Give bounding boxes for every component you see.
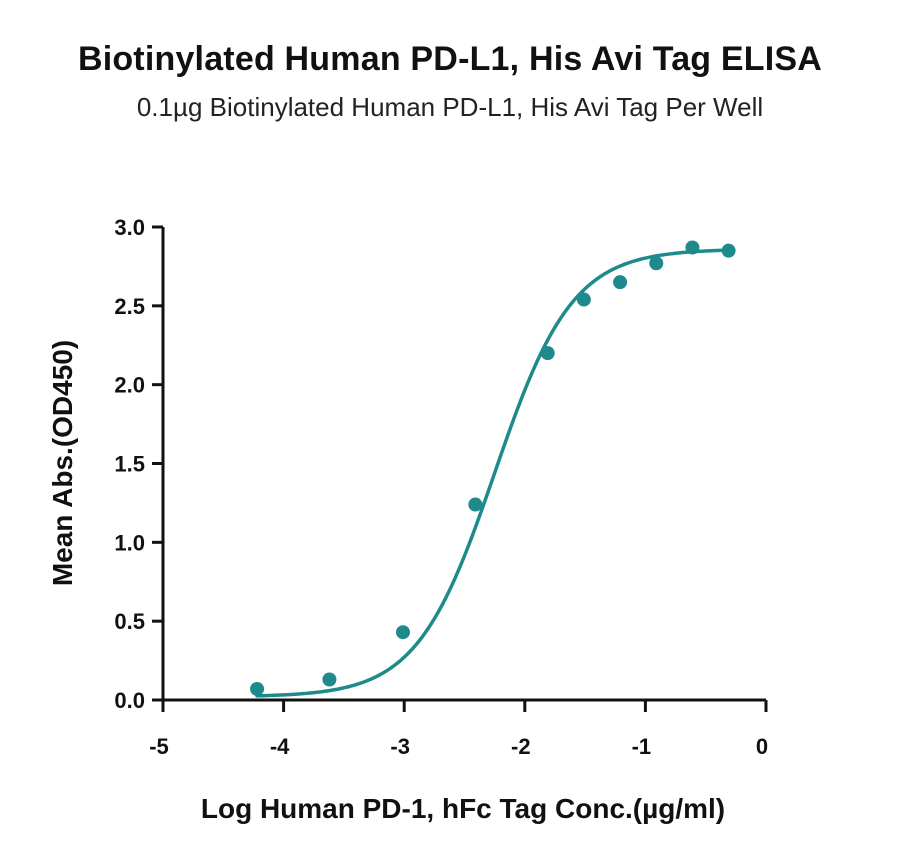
data-point [576, 292, 591, 307]
data-point [649, 256, 664, 271]
y-axis-label: Mean Abs.(OD450) [47, 340, 78, 586]
data-point [613, 275, 628, 290]
data-point [468, 497, 483, 512]
fit-curve-layer [255, 248, 731, 698]
chart-title: Biotinylated Human PD-L1, His Avi Tag EL… [77, 40, 823, 78]
x-tick-label: -5 [149, 734, 169, 759]
data-point [395, 625, 410, 640]
y-tick-label: 0.5 [114, 609, 145, 634]
fit-curve [255, 248, 731, 698]
x-tick-label: -1 [632, 734, 652, 759]
y-tick-label: 1.0 [114, 530, 145, 555]
data-point [250, 681, 265, 696]
y-tick-label: 3.0 [114, 215, 145, 240]
y-tick-label: 1.5 [114, 452, 145, 477]
data-points-layer [250, 240, 736, 696]
x-tick-label: -4 [270, 734, 290, 759]
x-tick-label: 0 [756, 734, 768, 759]
data-point [685, 240, 700, 255]
y-tick-label: 2.5 [114, 294, 145, 319]
data-point [322, 672, 337, 687]
y-tick-label: 0.0 [114, 688, 145, 713]
data-point [540, 346, 555, 361]
x-axis-label: Log Human PD-1, hFc Tag Conc.(µg/ml) [201, 793, 725, 824]
chart-subtitle: 0.1µg Biotinylated Human PD-L1, His Avi … [136, 92, 764, 122]
y-tick-label: 2.0 [114, 373, 145, 398]
data-point [721, 243, 736, 258]
x-tick-label: -2 [511, 734, 531, 759]
x-tick-label: -3 [390, 734, 410, 759]
axes: 0.0 0.5 1.0 1.5 2.0 2.5 3.0 -5 -4 -3 -2 -1 0 [114, 215, 768, 759]
